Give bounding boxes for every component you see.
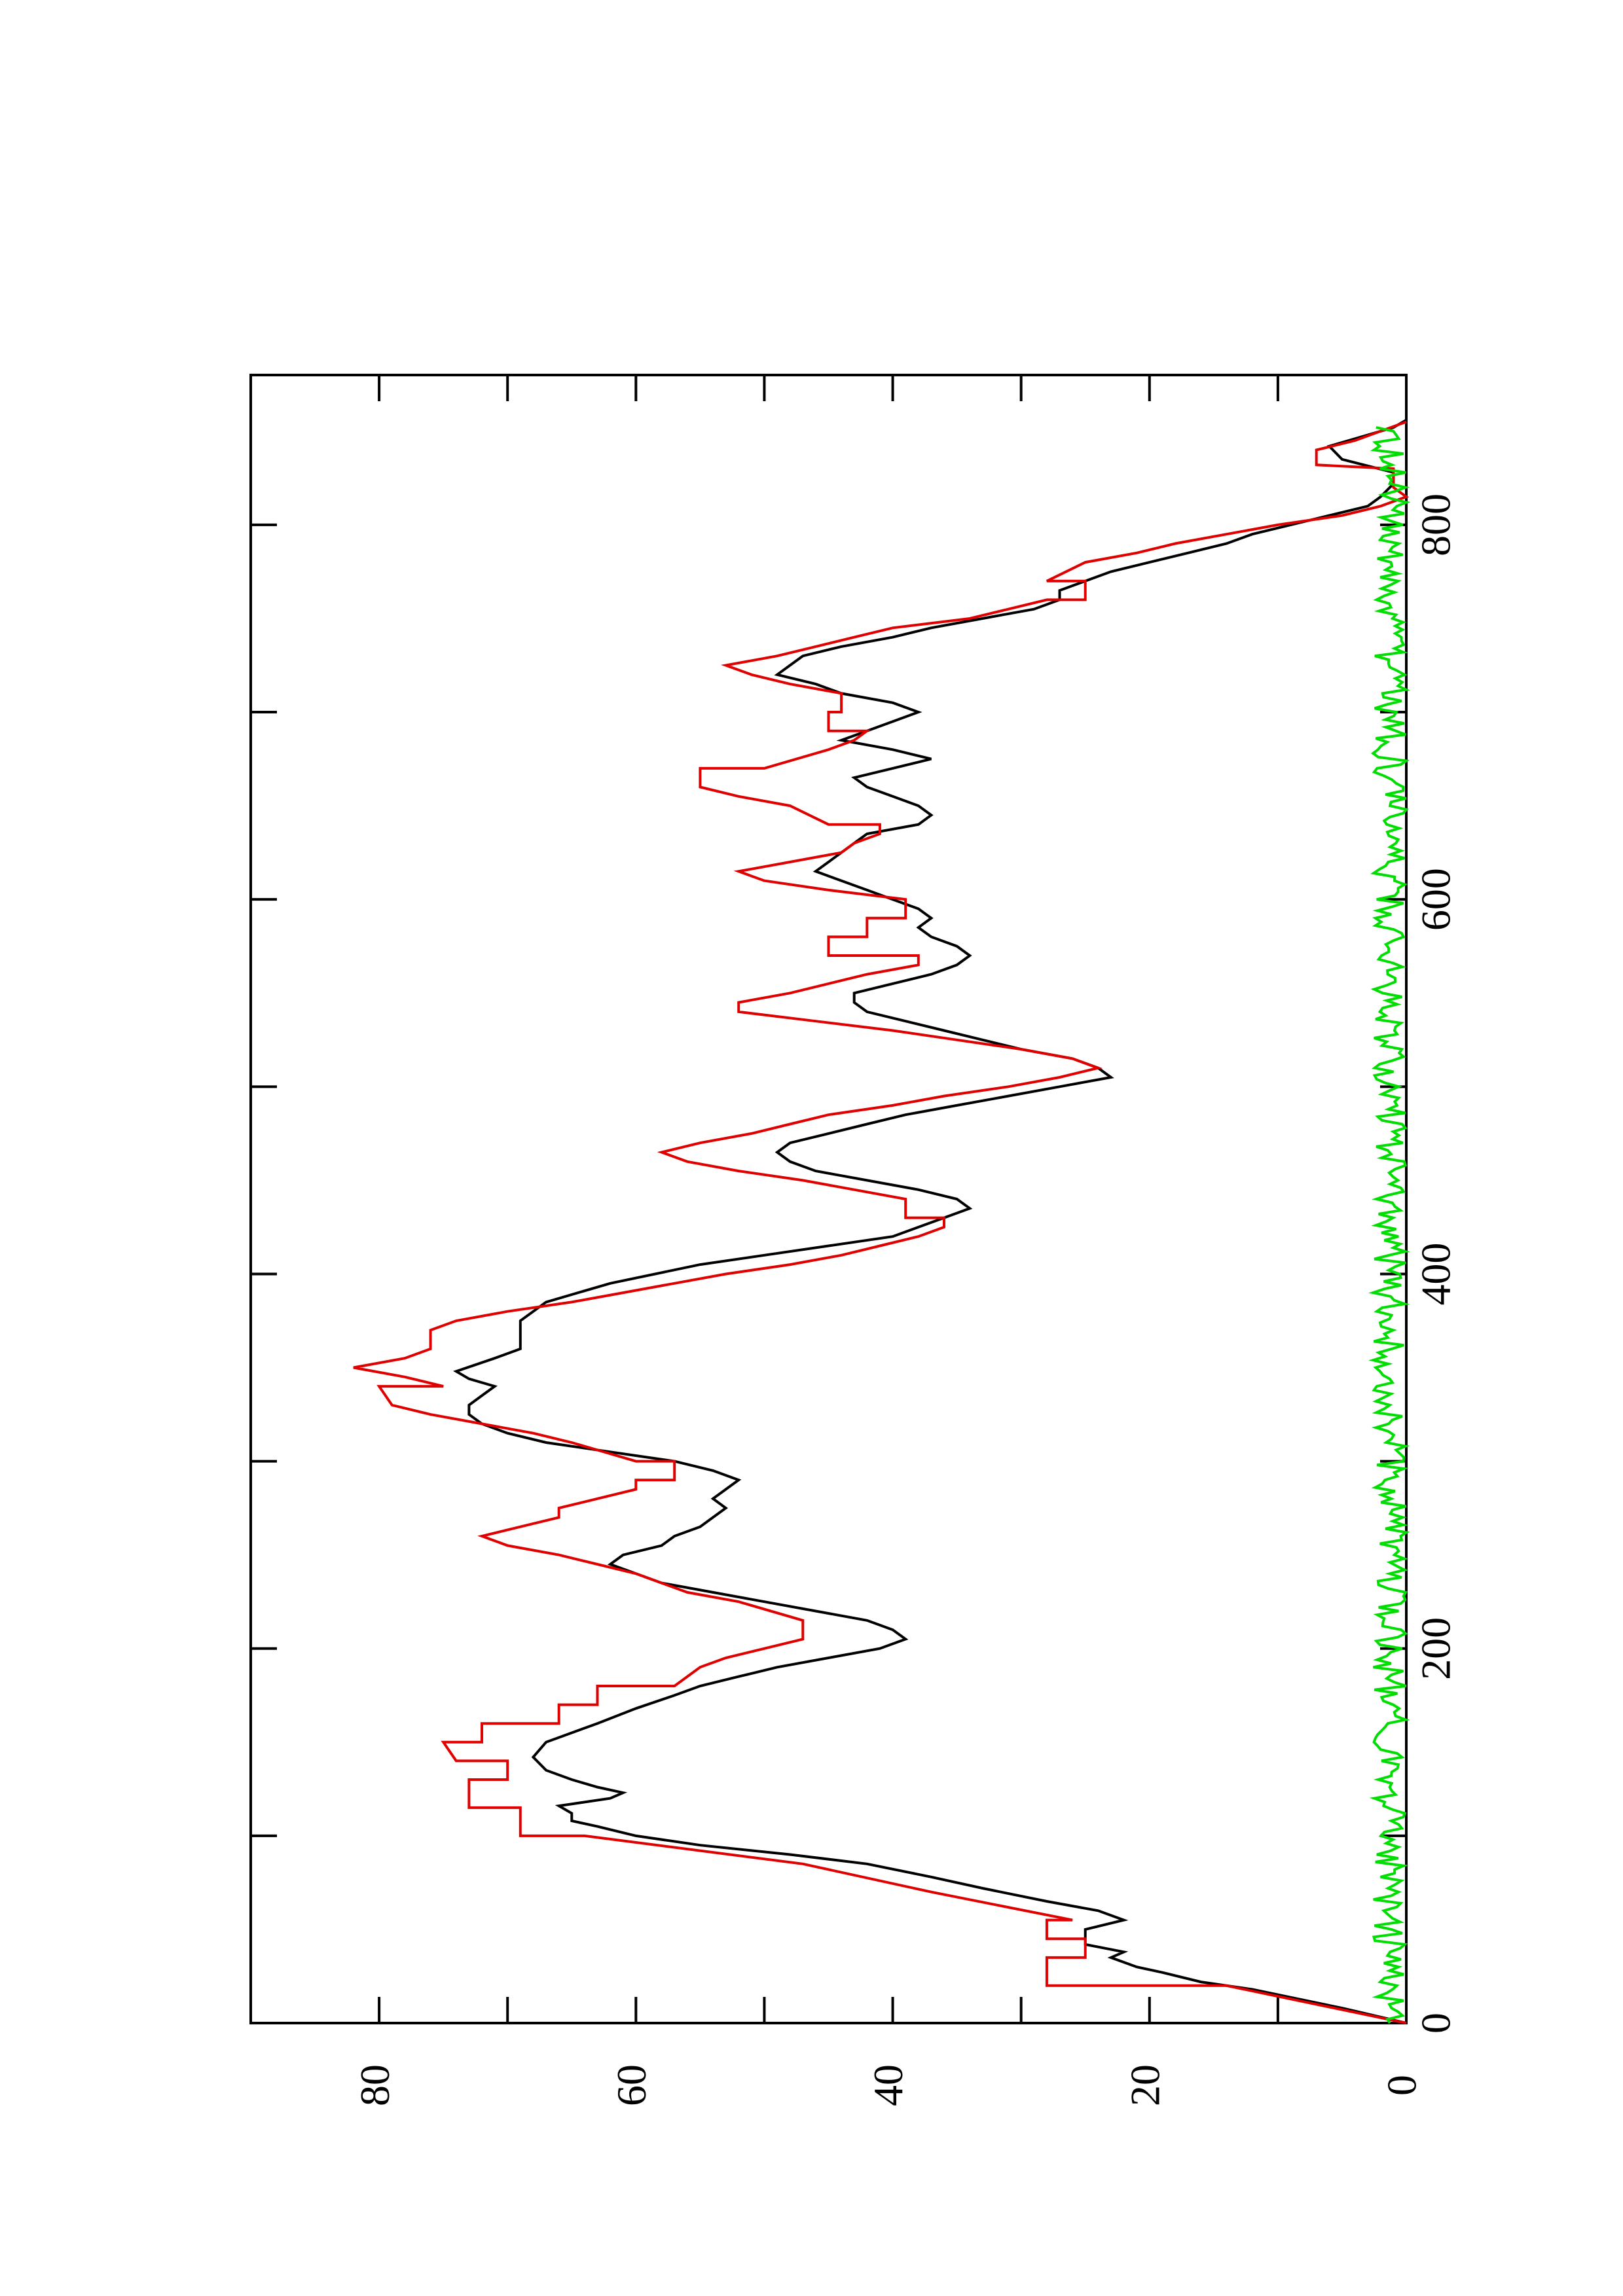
series-line-2	[353, 420, 1410, 2024]
x-tick-label: 600	[1413, 868, 1459, 931]
tick-labels: 0 200 400 600 800 0 20 40 60 80	[352, 493, 1459, 2106]
series-line-1	[453, 418, 1408, 2024]
y-tick-label: 80	[352, 2064, 398, 2106]
x-tick-label: 200	[1413, 1617, 1459, 1680]
y-tick-label: 60	[608, 2064, 655, 2106]
x-tick-label: 400	[1413, 1242, 1459, 1305]
x-tick-label: 0	[1413, 2013, 1459, 2034]
x-tick-label: 800	[1413, 493, 1459, 556]
data-series	[353, 418, 1411, 2024]
y-tick-label: 20	[1122, 2064, 1168, 2106]
y-tick-label: 0	[1379, 2075, 1425, 2096]
tick-marks	[251, 375, 1408, 2024]
plot-frame	[249, 374, 1408, 2024]
y-tick-label: 40	[865, 2064, 911, 2106]
series-line-3	[1368, 426, 1411, 2024]
